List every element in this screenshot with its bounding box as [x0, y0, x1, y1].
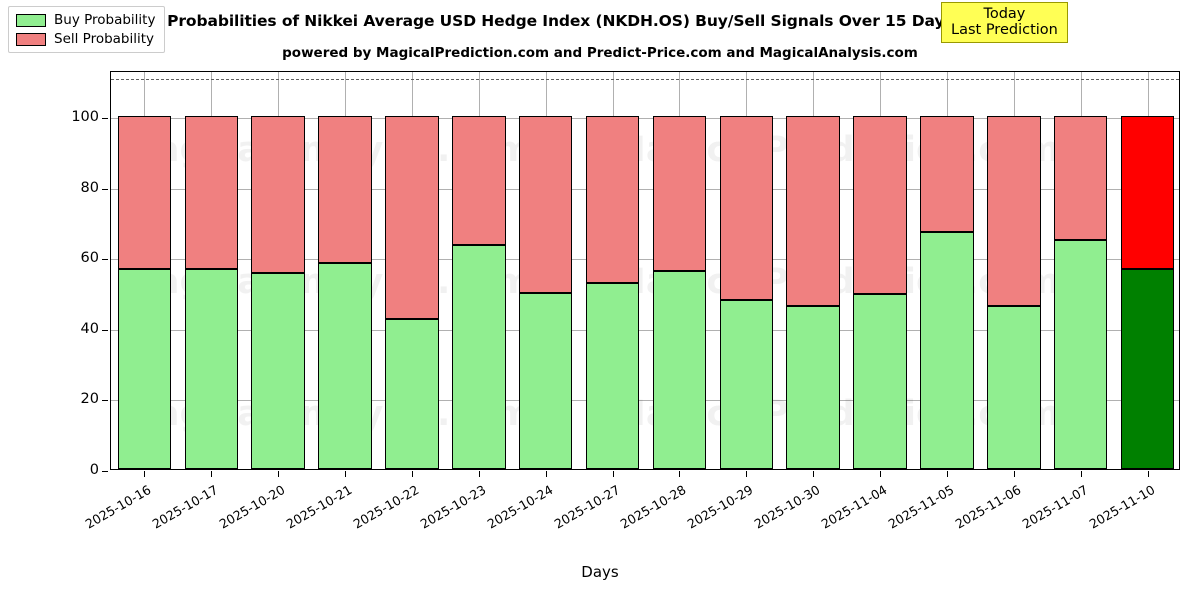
x-axis-tick: [278, 471, 280, 477]
gridline-horizontal: [111, 188, 1179, 190]
x-axis-tick: [679, 471, 681, 477]
bar-segment-sell: [853, 115, 907, 294]
y-axis-tick: [102, 117, 108, 119]
y-axis-tick: [102, 471, 108, 472]
bar[interactable]: [652, 72, 707, 469]
y-axis-tick-label: 60: [80, 250, 99, 267]
x-axis-tick: [411, 471, 413, 477]
bar[interactable]: [786, 72, 840, 469]
bar[interactable]: [251, 72, 305, 469]
today-annotation-line2: Last Prediction: [951, 22, 1058, 39]
bar-segment-sell: [251, 115, 305, 273]
bar[interactable]: [184, 72, 239, 469]
bar-segment-sell: [719, 115, 774, 300]
bar-segment-sell: [1053, 115, 1108, 240]
bar-segment-sell: [786, 115, 840, 307]
bar-today[interactable]: [1120, 72, 1175, 469]
bar-segment-sell: [385, 115, 439, 319]
bar-segment-sell: [652, 115, 707, 271]
x-axis-tick: [144, 471, 146, 477]
bar[interactable]: [853, 72, 907, 469]
y-axis-tick-label: 100: [71, 108, 99, 125]
bar-segment-buy: [518, 293, 573, 469]
bar-segment-buy: [251, 272, 305, 469]
y-axis-tick-label: 80: [80, 179, 99, 196]
x-axis-tick: [612, 471, 614, 477]
bar-segment-buy: [1053, 239, 1108, 469]
bar-segment-sell: [452, 115, 506, 245]
bar-segment-buy: [452, 244, 506, 469]
x-axis-tick: [478, 471, 480, 477]
bar-segment-buy: [853, 293, 907, 469]
x-axis-tick: [946, 471, 948, 477]
reference-dashed-line: [111, 79, 1179, 81]
legend-swatch-buy: [16, 13, 46, 27]
plot-area: MagicalAnalysis.comMagicalPrediction.com…: [71, 71, 1180, 532]
x-axis-tick: [345, 471, 347, 477]
today-annotation-line1: Today: [983, 6, 1026, 22]
y-axis-tick: [102, 400, 108, 402]
y-axis-tick-label: 0: [89, 462, 99, 478]
gridline-horizontal: [111, 117, 1179, 119]
gridline-horizontal: [111, 400, 1179, 402]
x-axis-tick: [545, 471, 547, 477]
x-axis-tick: [813, 471, 815, 477]
x-axis-tick: [1147, 471, 1149, 477]
y-axis-tick: [102, 188, 108, 190]
bar[interactable]: [117, 72, 172, 469]
bar[interactable]: [318, 72, 372, 469]
bar[interactable]: [1053, 72, 1108, 469]
bar-segment-buy: [318, 262, 372, 469]
legend-label-buy: Buy Probability: [54, 12, 156, 28]
bar-segment-buy: [1120, 269, 1175, 469]
bar[interactable]: [585, 72, 640, 469]
x-axis-tick: [880, 471, 882, 477]
legend-item-buy[interactable]: Buy Probability: [16, 12, 155, 28]
bar-segment-buy: [987, 306, 1041, 469]
x-axis-label: Days: [581, 563, 619, 581]
bar[interactable]: [452, 72, 506, 469]
gridline-horizontal: [111, 259, 1179, 261]
bar-segment-buy: [920, 232, 974, 469]
chart-subtitle: powered by MagicalPrediction.com and Pre…: [282, 45, 918, 61]
bar-segment-buy: [652, 270, 707, 469]
x-axis-tick: [746, 471, 748, 477]
bar-segment-sell: [184, 115, 239, 270]
bar-segment-sell: [1120, 115, 1175, 270]
bar[interactable]: [385, 72, 439, 469]
bar-segment-sell: [585, 115, 640, 283]
y-axis-tick: [102, 259, 108, 261]
bar-segment-sell: [920, 115, 974, 233]
x-axis-tick: [1080, 471, 1082, 477]
legend-item-sell[interactable]: Sell Probability: [16, 31, 155, 47]
chart-legend: Buy Probability Sell Probability: [8, 6, 166, 53]
bar[interactable]: [987, 72, 1041, 469]
y-axis-tick-label: 40: [80, 320, 99, 337]
chart-title: Probabilities of Nikkei Average USD Hedg…: [167, 12, 1033, 30]
bar-segment-sell: [518, 115, 573, 294]
bar[interactable]: [719, 72, 774, 469]
bar-segment-buy: [385, 318, 439, 469]
bar-segment-buy: [117, 269, 172, 469]
y-axis-tick-label: 20: [80, 391, 99, 408]
legend-swatch-sell: [16, 32, 46, 46]
x-axis-tick-label: 2025-10-16: [83, 482, 154, 532]
legend-label-sell: Sell Probability: [54, 31, 155, 47]
gridline-horizontal: [111, 329, 1179, 331]
bar-segment-buy: [184, 269, 239, 469]
bar[interactable]: [920, 72, 974, 469]
y-axis-tick: [102, 329, 108, 331]
x-axis-tick: [211, 471, 213, 477]
bar[interactable]: [518, 72, 573, 469]
plot-clip: MagicalAnalysis.comMagicalPrediction.com…: [111, 72, 1179, 469]
today-annotation: Today Last Prediction: [941, 2, 1068, 44]
bar-segment-buy: [786, 306, 840, 469]
bar-segment-buy: [585, 282, 640, 469]
bar-segment-buy: [719, 299, 774, 469]
bar-segment-sell: [318, 115, 372, 263]
bar-segment-sell: [987, 115, 1041, 307]
bar-segment-sell: [117, 115, 172, 270]
x-axis-tick: [1013, 471, 1015, 477]
